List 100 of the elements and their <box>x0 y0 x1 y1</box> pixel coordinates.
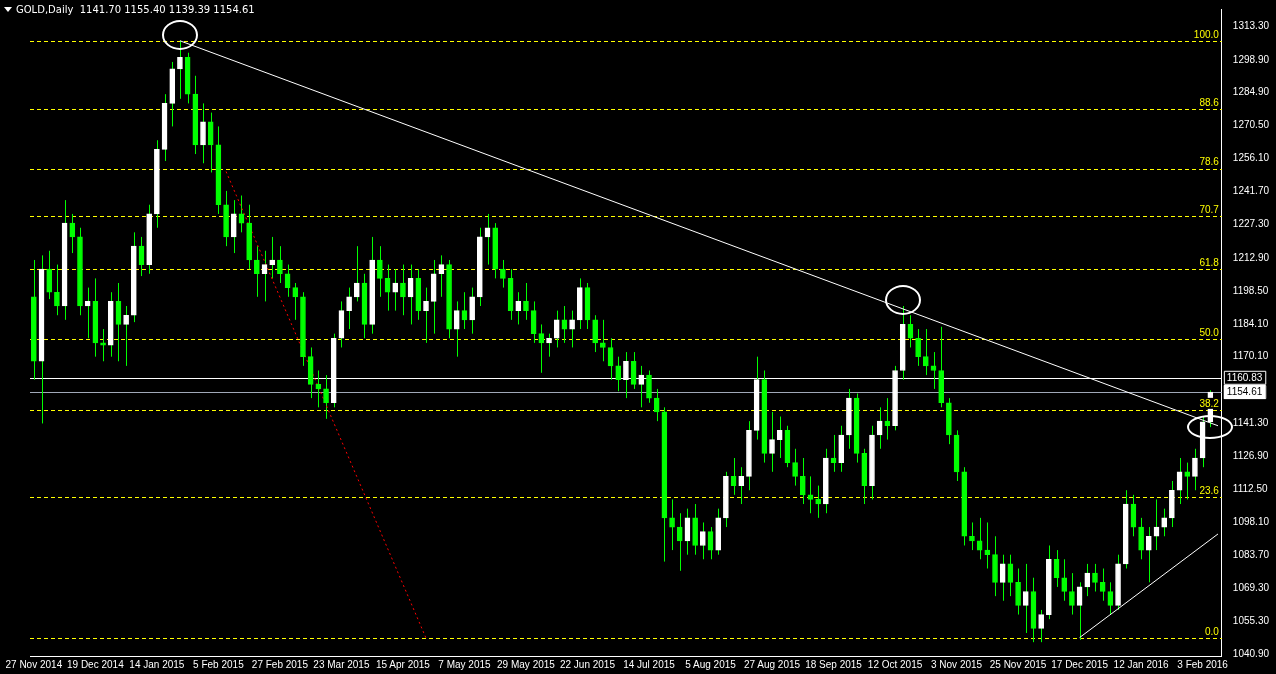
candlestick <box>353 245 360 302</box>
candlestick <box>546 333 552 358</box>
annotation: 23.6 <box>1199 484 1220 496</box>
candlestick <box>277 245 283 284</box>
candlestick <box>292 282 299 321</box>
candlestick <box>815 485 821 519</box>
y-tick-label: 1040.90 <box>1232 647 1270 659</box>
y-tick-label: 1083.70 <box>1232 549 1270 561</box>
candlestick <box>807 475 814 514</box>
candlestick <box>1138 517 1144 560</box>
candlestick <box>738 466 745 505</box>
y-tick-label: 1098.10 <box>1232 515 1270 527</box>
y-tick-label: 1184.10 <box>1232 317 1269 329</box>
annotation: 0.0 <box>1204 625 1220 637</box>
x-tick-label: 14 Jul 2015 <box>623 658 676 670</box>
x-tick-label: 29 May 2015 <box>497 658 556 670</box>
y-tick-label: 1227.30 <box>1232 218 1270 230</box>
y-tick-label: 1241.70 <box>1232 185 1270 197</box>
candlestick <box>669 498 675 551</box>
candlestick <box>453 300 460 358</box>
candlestick <box>123 305 129 367</box>
candlestick <box>515 291 522 325</box>
x-tick-label: 27 Nov 2014 <box>5 658 63 670</box>
y-tick-label: 1170.10 <box>1232 350 1269 362</box>
candlestick <box>523 282 529 321</box>
x-tick-label: 27 Aug 2015 <box>743 658 801 670</box>
x-tick-label: 17 Dec 2015 <box>1051 658 1109 670</box>
x-tick-label: 22 Jun 2015 <box>559 658 616 670</box>
candlestick <box>1022 563 1029 634</box>
candlestick <box>54 264 60 316</box>
candlestick <box>999 554 1006 602</box>
y-tick-label: 1112.50 <box>1232 482 1268 494</box>
candlestick <box>1192 448 1198 491</box>
y-tick-label: 1256.10 <box>1232 152 1270 164</box>
candlestick <box>84 287 91 339</box>
candlestick <box>653 388 660 422</box>
y-tick-label: 1313.30 <box>1232 20 1270 32</box>
x-tick-label: 3 Feb 2016 <box>1177 658 1229 670</box>
candlestick <box>922 328 929 376</box>
x-tick-label: 15 Apr 2015 <box>375 658 431 670</box>
candlestick <box>792 448 798 487</box>
candlestick <box>423 287 429 344</box>
candlestick <box>1038 609 1044 643</box>
candlestick <box>230 199 237 254</box>
y-tick-label: 1055.30 <box>1232 614 1270 626</box>
candlestick <box>254 245 260 298</box>
candlestick <box>553 310 560 348</box>
candlestick <box>1061 558 1068 602</box>
x-tick-label: 5 Aug 2015 <box>685 658 737 670</box>
candlestick <box>400 264 406 316</box>
annotation: 50.0 <box>1199 327 1220 339</box>
ref-line-label: 1160.83 <box>1226 371 1263 383</box>
x-tick-label: 7 May 2015 <box>438 658 492 670</box>
y-tick-label: 1212.90 <box>1232 251 1270 263</box>
x-tick-label: 23 Mar 2015 <box>313 658 370 670</box>
x-tick-label: 19 Dec 2014 <box>67 658 125 670</box>
candlestick <box>1161 508 1168 537</box>
candlestick <box>699 521 706 560</box>
candlestick <box>46 250 53 300</box>
y-tick-label: 1284.90 <box>1232 85 1270 97</box>
candlestick <box>207 112 214 173</box>
x-tick-label: 5 Feb 2015 <box>193 658 245 670</box>
candlestick <box>346 287 352 330</box>
candlestick <box>377 245 383 298</box>
candlestick <box>392 268 399 312</box>
y-tick-label: 1126.90 <box>1232 449 1269 461</box>
x-tick-label: 25 Nov 2015 <box>989 658 1047 670</box>
x-tick-label: 18 Sep 2015 <box>805 658 863 670</box>
y-tick-label: 1270.50 <box>1232 119 1270 131</box>
x-tick-label: 12 Oct 2015 <box>867 658 923 670</box>
candlestick <box>323 374 329 420</box>
chart-title: GOLD,Daily 1141.70 1155.40 1139.39 1154.61 <box>16 4 255 15</box>
candlestick <box>269 236 276 279</box>
annotation: 100.0 <box>1193 28 1220 40</box>
annotation: 61.8 <box>1199 256 1220 268</box>
annotation: 78.6 <box>1199 156 1220 168</box>
candlestick <box>615 356 622 392</box>
annotation: 38.2 <box>1199 397 1220 409</box>
x-tick-label: 3 Nov 2015 <box>930 658 983 670</box>
ref-line-label: 1154.61 <box>1226 385 1263 397</box>
candlestick <box>200 102 206 164</box>
candlestick <box>776 416 783 459</box>
y-tick-label: 1069.30 <box>1232 582 1270 594</box>
candlestick <box>1184 462 1191 500</box>
x-tick-label: 12 Jan 2016 <box>1113 658 1170 670</box>
candlestick <box>969 521 975 551</box>
candlestick <box>1092 563 1098 593</box>
candlestick <box>799 457 806 505</box>
candlestick <box>69 213 76 254</box>
candlestick <box>1084 563 1091 597</box>
x-tick-label: 27 Feb 2015 <box>251 658 309 670</box>
x-tick-label: 14 Jan 2015 <box>129 658 185 670</box>
candlestick <box>646 369 652 404</box>
y-tick-label: 1198.50 <box>1232 284 1269 296</box>
candlestick <box>592 314 598 353</box>
candlestick <box>769 411 775 473</box>
candlestick <box>1015 568 1021 616</box>
candlestick <box>984 521 991 570</box>
candlestick <box>469 287 475 335</box>
candlestick <box>1145 526 1152 583</box>
